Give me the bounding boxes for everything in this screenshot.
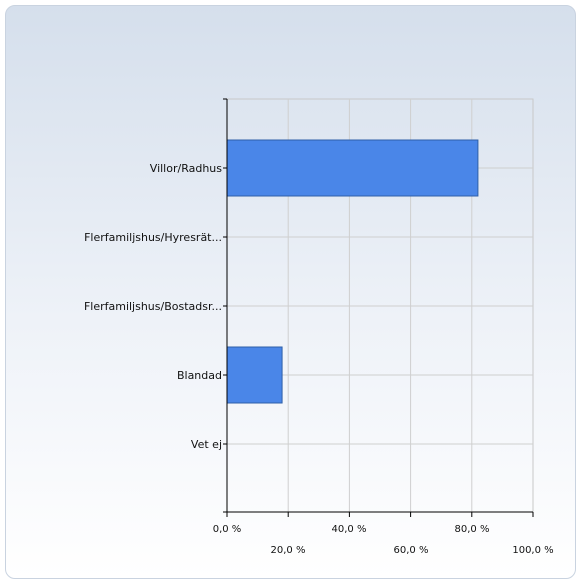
category-label-blandad: Blandad: [177, 369, 222, 382]
x-tick-label-0: 0,0 %: [213, 524, 242, 535]
category-label-hyresratt: Flerfamiljshus/Hyresrät...: [84, 231, 222, 244]
x-tick-label-20: 20,0 %: [271, 545, 306, 556]
x-tick-label-40: 40,0 %: [332, 524, 367, 535]
category-label-bostadsratt: Flerfamiljshus/Bostadsr...: [84, 300, 222, 313]
bar-blandad: [226, 346, 283, 404]
bars: [226, 139, 479, 404]
category-label-vet-ej: Vet ej: [191, 438, 222, 451]
category-label-villor: Villor/Radhus: [150, 162, 222, 175]
chart-panel: [5, 5, 576, 579]
axis-ticks: [223, 98, 534, 517]
x-tick-label-80: 80,0 %: [455, 524, 490, 535]
bar-villor-radhus: [226, 139, 479, 197]
x-tick-label-60: 60,0 %: [394, 545, 429, 556]
x-tick-label-100: 100,0 %: [512, 545, 553, 556]
